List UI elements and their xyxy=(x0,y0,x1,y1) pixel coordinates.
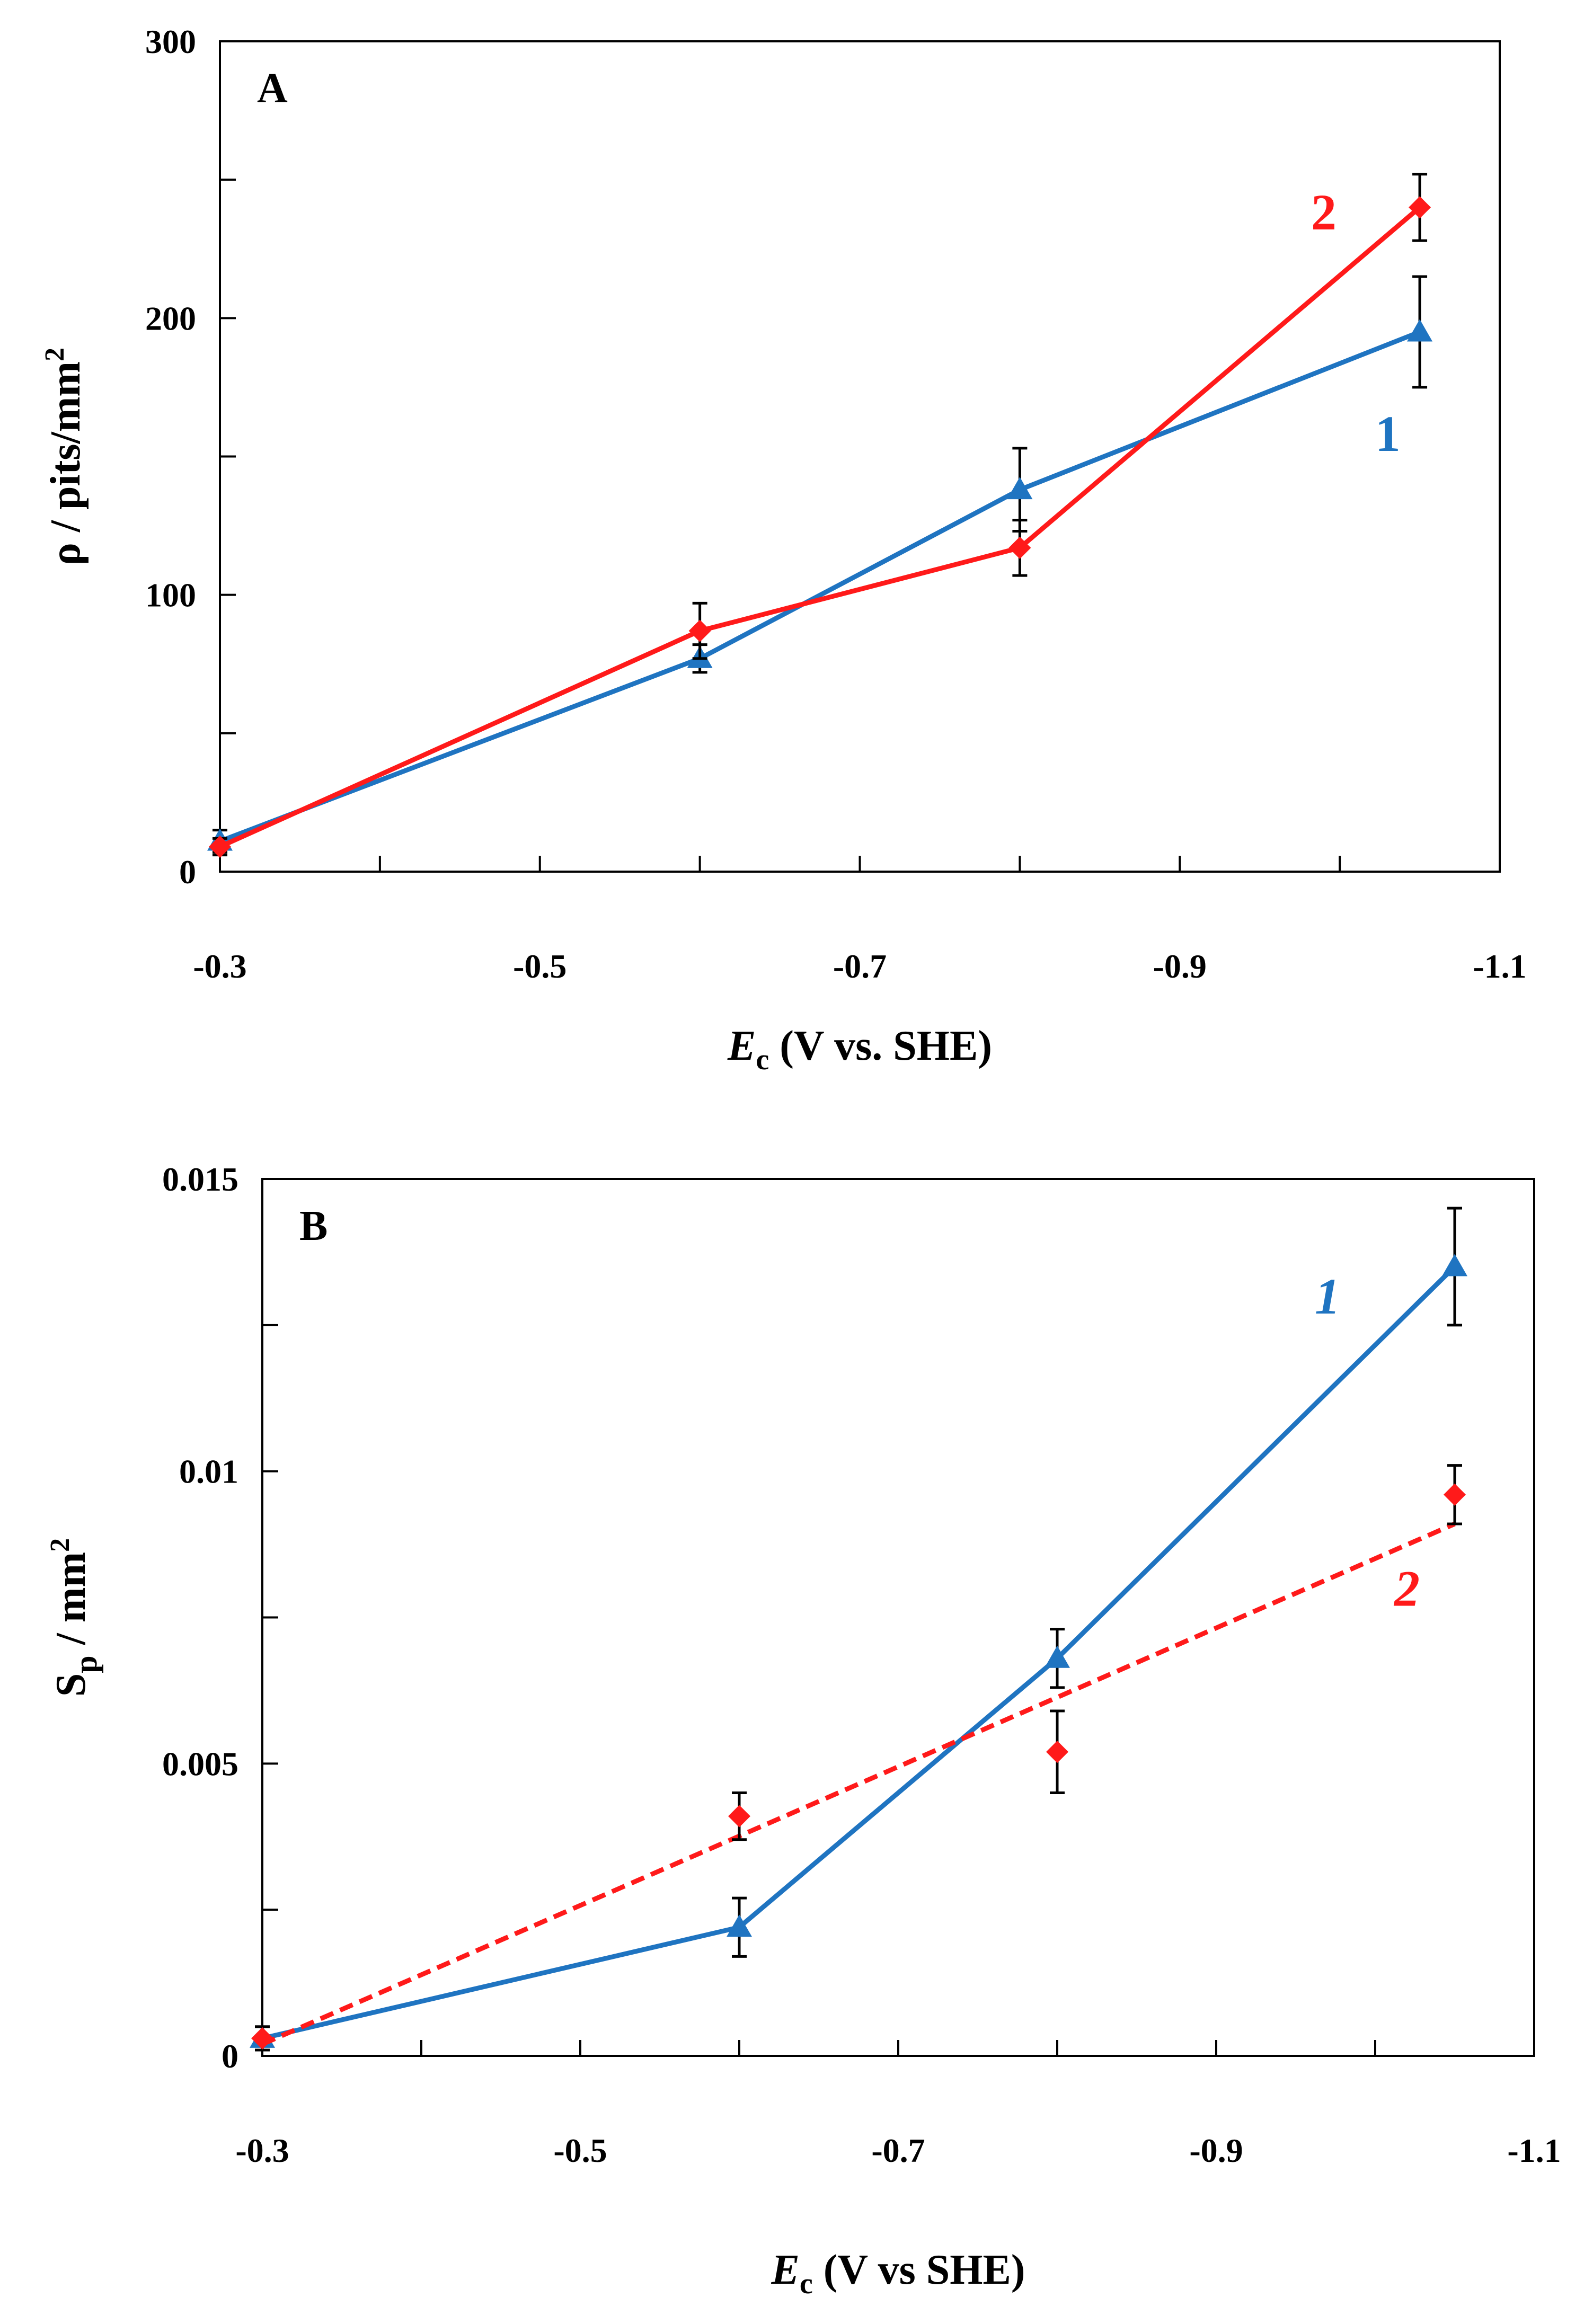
x-axis-rest: (V vs SHE) xyxy=(813,2247,1025,2293)
x-axis-rest: (V vs. SHE) xyxy=(769,1023,992,1069)
data-point-diamond xyxy=(209,835,231,858)
x-tick-label: -0.9 xyxy=(1189,2132,1243,2169)
y-axis-sup: 2 xyxy=(40,348,70,361)
x-axis-title: Ec (V vs. SHE) xyxy=(727,1023,992,1076)
y-tick-label: 0.005 xyxy=(162,1745,238,1782)
series-1-line xyxy=(261,1265,1457,2041)
x-axis-title: Ec (V vs SHE) xyxy=(771,2247,1025,2300)
data-point-triangle xyxy=(1407,319,1433,342)
series-1: 1 xyxy=(250,1207,1467,2052)
x-tick-label: -0.7 xyxy=(833,947,887,985)
series-1: 1 xyxy=(207,275,1433,854)
series-2-label: 2 xyxy=(1393,1560,1420,1617)
x-tick-label: -0.9 xyxy=(1153,947,1207,985)
y-tick-label: 0 xyxy=(222,2037,238,2075)
data-point-diamond xyxy=(1444,1483,1466,1506)
y-axis-sup: 2 xyxy=(45,1538,75,1552)
series-1-label: 1 xyxy=(1375,405,1401,462)
data-point-diamond xyxy=(1409,196,1431,219)
panel-label: B xyxy=(299,1203,328,1249)
series-2: 2 xyxy=(251,1464,1466,2052)
x-tick-label: -1.1 xyxy=(1507,2132,1561,2169)
data-point-triangle xyxy=(1442,1254,1467,1276)
x-tick-label: -1.1 xyxy=(1473,947,1526,985)
y-tick-label: 100 xyxy=(145,576,196,614)
series-1-line xyxy=(219,330,1421,844)
y-tick-label: 200 xyxy=(145,299,196,337)
data-point-diamond xyxy=(728,1805,750,1828)
x-tick-label: -0.3 xyxy=(235,2132,289,2169)
series-2-trendline xyxy=(261,1521,1456,2047)
y-axis-sub: p xyxy=(68,1655,103,1673)
data-point-triangle xyxy=(1045,1645,1070,1668)
data-point-diamond xyxy=(688,619,711,642)
data-point-diamond xyxy=(1046,1741,1068,1763)
series-1-label: 1 xyxy=(1315,1268,1340,1325)
plot-frame xyxy=(219,40,1501,873)
x-axis-var: E xyxy=(771,2247,799,2293)
series-2-line xyxy=(219,205,1421,849)
x-tick-label: -0.3 xyxy=(193,947,246,985)
y-tick-label: 0.01 xyxy=(179,1453,238,1491)
x-tick-label: -0.5 xyxy=(513,947,567,985)
y-axis-text: ρ / pits/mm xyxy=(42,361,89,565)
x-axis-sub: c xyxy=(756,1043,769,1076)
x-axis-sub: c xyxy=(800,2267,813,2300)
panel-label: A xyxy=(257,65,288,112)
y-axis-title: Sp / mm2 xyxy=(45,1538,103,1697)
panel-a-chart: -0.3 -0.5 -0.7 -0.9 -1.1 0 100 200 300 A Ec (V vs.… xyxy=(40,23,1527,1076)
panel-b-chart: -0.3 -0.5 -0.7 -0.9 -1.1 0 0.005 0.01 0.015 B Ec (… xyxy=(45,1160,1561,2300)
x-tick-label: -0.7 xyxy=(871,2132,925,2169)
plot-frame xyxy=(261,1178,1535,2057)
x-axis-var: E xyxy=(727,1023,756,1069)
x-tick-label: -0.5 xyxy=(553,2132,607,2169)
data-point-diamond xyxy=(1008,536,1031,559)
y-tick-label: 0.015 xyxy=(162,1160,238,1198)
series-2: 2 xyxy=(209,173,1431,858)
y-tick-label: 0 xyxy=(179,853,196,891)
data-point-diamond xyxy=(251,2027,273,2050)
series-2-label: 2 xyxy=(1311,184,1337,241)
data-point-triangle xyxy=(727,1914,752,1937)
y-axis-text: S xyxy=(48,1673,94,1697)
data-point-triangle xyxy=(1007,477,1033,500)
y-tick-label: 300 xyxy=(145,23,196,60)
y-axis-rest: / mm xyxy=(48,1552,94,1656)
y-axis-title: ρ / pits/mm2 xyxy=(40,348,89,565)
